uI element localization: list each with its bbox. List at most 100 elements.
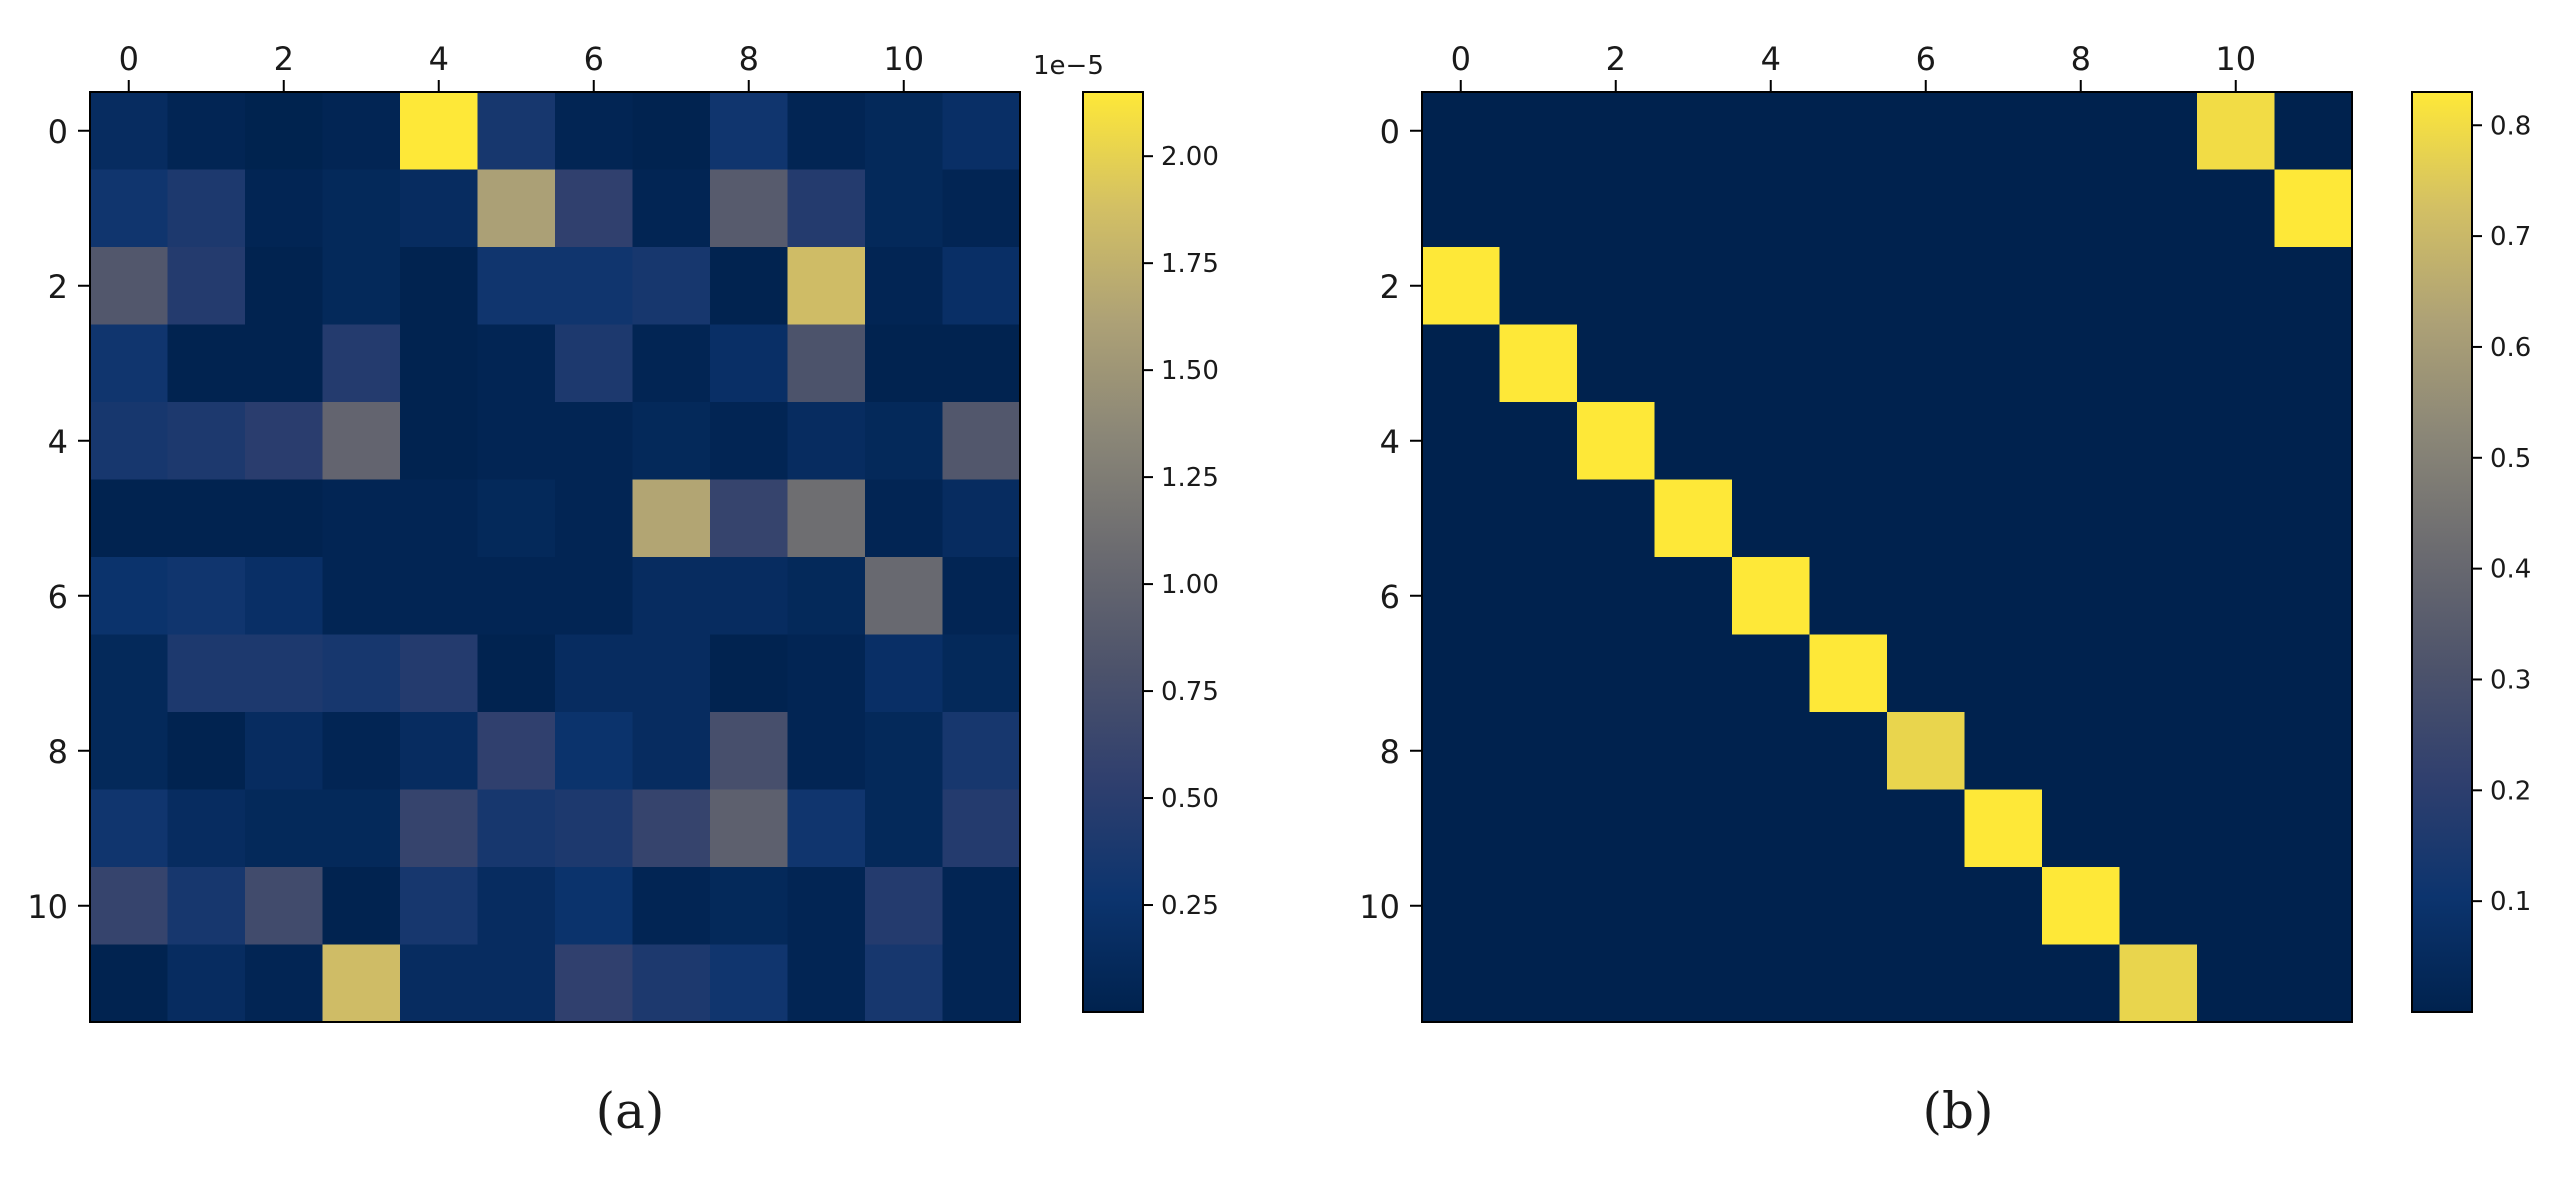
heatmap-b-cell [1964, 634, 2043, 713]
heatmap-a-cell [632, 247, 711, 326]
heatmap-b-cell [2042, 557, 2121, 636]
heatmap-a-cell [245, 247, 324, 326]
heatmap-b-cell [2274, 789, 2353, 868]
heatmap-b-cell [1422, 557, 1501, 636]
heatmap-b-cell [1654, 402, 1733, 481]
heatmap-a-cell [865, 867, 944, 946]
heatmap-a-cell [942, 324, 1021, 403]
colorbar-tick-label: 1.25 [1161, 463, 1219, 493]
heatmap-a-cell [632, 92, 711, 171]
heatmap-a-cell [555, 92, 634, 171]
y-tick-label: 0 [1380, 113, 1400, 151]
heatmap-b-cell [1422, 324, 1501, 403]
heatmap-a-cell [787, 247, 866, 326]
heatmap-b-cells [1422, 92, 2353, 1023]
heatmap-a-cell [555, 247, 634, 326]
heatmap-a-cell [632, 479, 711, 558]
heatmap-b-cell [1654, 247, 1733, 326]
heatmap-b-cell [2042, 324, 2121, 403]
heatmap-a-cell [400, 712, 479, 791]
heatmap-b-cell [1887, 324, 1966, 403]
heatmap-b-cell [2197, 169, 2276, 248]
heatmap-a-cell [400, 634, 479, 713]
heatmap-a-cell [555, 789, 634, 868]
heatmap-a-cell [477, 247, 556, 326]
heatmap-b-cell [1577, 867, 1656, 946]
heatmap-a-cell [245, 324, 324, 403]
heatmap-b-cell [2119, 479, 2198, 558]
heatmap-a-cell [710, 789, 789, 868]
heatmap-b-cell [1887, 169, 1966, 248]
heatmap-b-cell [1887, 867, 1966, 946]
heatmap-a-cell [555, 479, 634, 558]
heatmap-a-cell [942, 247, 1021, 326]
heatmap-b-cell [2119, 324, 2198, 403]
heatmap-a-cell [245, 867, 324, 946]
heatmap-b-cell [1577, 712, 1656, 791]
heatmap-b-cell [1732, 867, 1811, 946]
heatmap-b-cell [1809, 402, 1888, 481]
panel-a: 0 2 4 6 8 10 0 2 4 6 8 10 0.25 0.50 0.75 1.00 1.25 1.50… [27, 40, 1219, 1140]
heatmap-a-cell [865, 634, 944, 713]
heatmap-a-cell [245, 789, 324, 868]
heatmap-a-cell [710, 479, 789, 558]
heatmap-b-cell [2042, 867, 2121, 946]
heatmap-b-cell [1654, 557, 1733, 636]
heatmap-b-cell [1732, 944, 1811, 1023]
heatmap-b-cell [1809, 247, 1888, 326]
heatmap-b-cell [1732, 789, 1811, 868]
heatmap-a-cell [710, 402, 789, 481]
heatmap-b-cell [2042, 634, 2121, 713]
heatmap-b-cell [2274, 324, 2353, 403]
heatmap-b-cell [2197, 944, 2276, 1023]
colorbar-tick-label: 0.3 [2490, 665, 2531, 695]
heatmap-a-cell [322, 867, 401, 946]
heatmap-a-cell [477, 634, 556, 713]
heatmap-b-cell [1654, 789, 1733, 868]
heatmap-a-cell [322, 479, 401, 558]
heatmap-b-cell [2042, 247, 2121, 326]
colorbar-tick-label: 0.7 [2490, 222, 2531, 252]
heatmap-b-cell [2042, 789, 2121, 868]
colorbar-a-ticks: 0.25 0.50 0.75 1.00 1.25 1.50 1.75 2.00 [1143, 142, 1219, 921]
heatmap-a-cell [942, 92, 1021, 171]
heatmap-a-cell [90, 944, 169, 1023]
colorbar-tick-label: 1.50 [1161, 356, 1219, 386]
heatmap-b-cell [1809, 479, 1888, 558]
heatmap-b-cell [2042, 402, 2121, 481]
heatmap-a-cell [477, 479, 556, 558]
heatmap-b-cell [1499, 557, 1578, 636]
heatmap-a-cell [322, 92, 401, 171]
heatmap-b-cell [2042, 479, 2121, 558]
heatmap-a-cell [322, 557, 401, 636]
heatmap-b-cell [1887, 712, 1966, 791]
heatmap-a-cell [787, 92, 866, 171]
heatmap-a-cell [245, 169, 324, 248]
heatmap-a-cell [167, 247, 246, 326]
heatmap-a-cell [632, 169, 711, 248]
heatmap-b-cell [1732, 402, 1811, 481]
heatmap-b-cell [1577, 92, 1656, 171]
heatmap-b-cell [1964, 479, 2043, 558]
y-tick-label: 10 [27, 888, 68, 926]
heatmap-b-cell [1964, 92, 2043, 171]
heatmap-a-cell [477, 92, 556, 171]
heatmap-b-cell [1499, 479, 1578, 558]
heatmap-a-cell [865, 169, 944, 248]
heatmap-a-cell [865, 789, 944, 868]
colorbar-tick-label: 1.00 [1161, 570, 1219, 600]
heatmap-b-cell [1654, 92, 1733, 171]
heatmap-a-cell [710, 92, 789, 171]
heatmap-b-cell [2119, 557, 2198, 636]
heatmap-b-cell [2274, 479, 2353, 558]
x-tick-label: 10 [883, 40, 924, 78]
heatmap-a-x-ticks: 0 2 4 6 8 10 [119, 40, 924, 92]
heatmap-a-cell [632, 634, 711, 713]
heatmap-a-cell [400, 324, 479, 403]
heatmap-a-cell [710, 247, 789, 326]
heatmap-b-cell [2274, 402, 2353, 481]
heatmap-a-cell [90, 557, 169, 636]
heatmap-a-cell [555, 169, 634, 248]
heatmap-a-cell [555, 402, 634, 481]
